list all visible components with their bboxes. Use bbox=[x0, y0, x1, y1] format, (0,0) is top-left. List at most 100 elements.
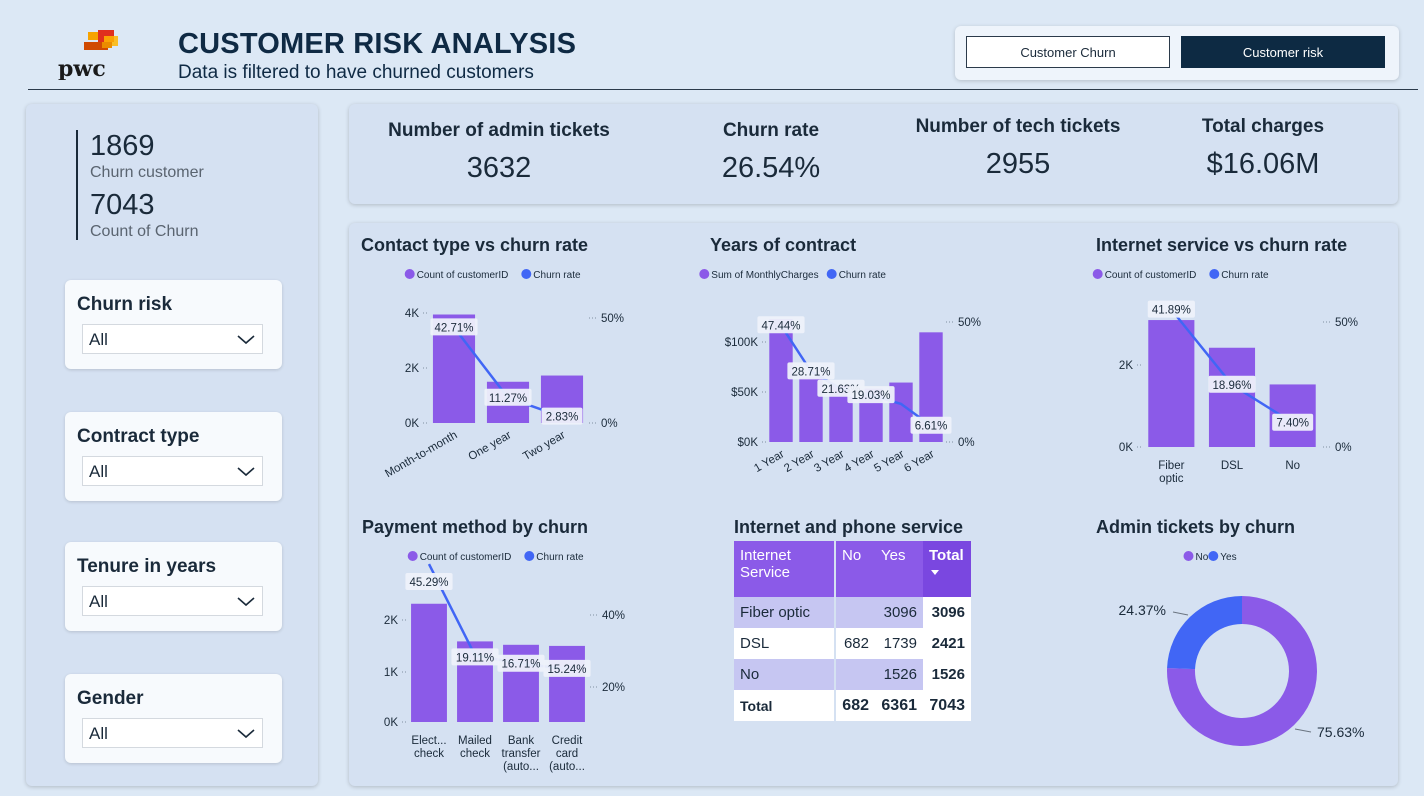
y-tick-label: 2K bbox=[405, 363, 419, 375]
table-cell bbox=[834, 659, 875, 690]
legend-marker bbox=[699, 269, 710, 279]
header-divider bbox=[28, 89, 1418, 90]
contract-type-dropdown[interactable]: All bbox=[82, 456, 263, 486]
x-tick-label: (auto... bbox=[549, 761, 585, 773]
y-tick-label: 2K bbox=[1119, 360, 1133, 372]
churn-risk-dropdown[interactable]: All bbox=[82, 324, 263, 354]
legend-label: Churn rate bbox=[533, 270, 581, 281]
slicer-title: Contract type bbox=[77, 426, 200, 447]
y2-tick-label: 50% bbox=[958, 317, 981, 329]
header: pwc CUSTOMER RISK ANALYSIS Data is filte… bbox=[0, 0, 1424, 90]
legend-marker bbox=[1092, 269, 1103, 279]
column-header[interactable]: Yes bbox=[875, 541, 923, 597]
table-row: No 1526 1526 bbox=[734, 659, 971, 690]
legend-label: Sum of MonthlyCharges bbox=[711, 270, 818, 281]
kpi-title: Number of tech tickets bbox=[915, 116, 1121, 137]
y2-tick-label: 50% bbox=[601, 313, 624, 325]
internet-phone-table: Internet Service No Yes Total Fiber opti… bbox=[734, 541, 972, 721]
gender-slicer: Gender All bbox=[65, 674, 282, 763]
data-label-bg bbox=[1147, 300, 1195, 318]
column-header-label: Total bbox=[929, 547, 964, 564]
data-label-bg bbox=[405, 573, 453, 591]
y2-tick-label: 0% bbox=[1335, 442, 1352, 454]
table-cell: 1526 bbox=[875, 659, 923, 690]
legend-marker bbox=[1208, 551, 1219, 561]
kpi-title: Churn rate bbox=[722, 120, 820, 141]
legend-label: Count of customerID bbox=[417, 270, 509, 281]
table-cell: 2421 bbox=[923, 628, 971, 659]
column-header[interactable]: No bbox=[834, 541, 875, 597]
slicer-value: All bbox=[89, 462, 108, 481]
table-cell: 7043 bbox=[923, 690, 971, 721]
chart-title: Internet and phone service bbox=[734, 517, 964, 537]
svg-text:pwc: pwc bbox=[58, 56, 106, 80]
y-tick-label: $100K bbox=[725, 337, 759, 349]
x-tick-label: Two year bbox=[521, 429, 568, 463]
x-tick-label: 3 Year bbox=[812, 448, 846, 475]
table-cell: DSL bbox=[734, 628, 835, 659]
leader-line bbox=[1172, 611, 1189, 616]
customer-risk-button[interactable]: Customer risk bbox=[1181, 36, 1385, 68]
table-cell: 682 bbox=[834, 628, 875, 659]
gender-dropdown[interactable]: All bbox=[82, 718, 263, 748]
chevron-down-icon bbox=[237, 335, 255, 345]
bar bbox=[769, 319, 793, 442]
data-label-bg bbox=[757, 316, 805, 334]
chevron-down-icon bbox=[237, 729, 255, 739]
x-tick-label: optic bbox=[1159, 473, 1184, 485]
chart-title: Years of contract bbox=[710, 235, 857, 255]
data-label: 28.71% bbox=[791, 366, 830, 378]
y-tick-label: $0K bbox=[738, 437, 759, 449]
x-tick-label: check bbox=[460, 748, 490, 760]
legend-marker bbox=[407, 551, 418, 561]
data-label: 41.89% bbox=[1152, 305, 1191, 317]
legend-marker bbox=[404, 269, 415, 279]
x-tick-label: check bbox=[414, 748, 444, 760]
data-label-bg bbox=[1272, 413, 1314, 431]
table-total-row: Total 682 6361 7043 bbox=[734, 690, 971, 721]
table-cell: 682 bbox=[834, 690, 875, 721]
legend-marker bbox=[1183, 551, 1194, 561]
page-title: CUSTOMER RISK ANALYSIS bbox=[178, 28, 577, 60]
kpi-title: Total charges bbox=[1201, 116, 1325, 137]
customer-churn-button[interactable]: Customer Churn bbox=[966, 36, 1170, 68]
charts-canvas: Count of customerID Churn rate 0K 2K 4K 0% 50%… bbox=[383, 269, 1364, 773]
bar bbox=[919, 332, 943, 442]
donut-slice bbox=[1167, 596, 1242, 670]
column-header-total[interactable]: Total bbox=[923, 541, 971, 597]
data-label: 6.61% bbox=[915, 421, 948, 433]
x-tick-label: DSL bbox=[1221, 460, 1244, 472]
y-tick-label: 4K bbox=[405, 308, 419, 320]
table-cell: 6361 bbox=[875, 690, 923, 721]
bar bbox=[889, 382, 913, 442]
bar bbox=[1148, 320, 1195, 447]
page-subtitle: Data is filtered to have churned custome… bbox=[178, 62, 534, 83]
kpi-value: 2955 bbox=[985, 148, 1051, 180]
slicer-value: All bbox=[89, 592, 108, 611]
x-tick-label: Bank bbox=[508, 735, 534, 747]
legend-marker bbox=[524, 551, 535, 561]
x-tick-label: Fiber bbox=[1158, 460, 1184, 472]
data-label-bg bbox=[497, 654, 545, 672]
legend-label: Count of customerID bbox=[420, 552, 512, 563]
x-tick-label: 1 Year bbox=[752, 448, 786, 475]
y2-tick-label: 0% bbox=[601, 418, 618, 430]
legend-label: Yes bbox=[1220, 552, 1236, 563]
chevron-down-icon bbox=[237, 467, 255, 477]
data-label: 11.27% bbox=[489, 393, 527, 405]
column-header[interactable]: Internet Service bbox=[734, 541, 835, 597]
chart-title: Payment method by churn bbox=[362, 517, 589, 537]
table-cell: No bbox=[734, 659, 835, 690]
legend-label: Churn rate bbox=[839, 270, 887, 281]
x-tick-label: 5 Year bbox=[872, 448, 906, 475]
leader-line bbox=[1294, 728, 1312, 733]
churn-customer-value: 1869 bbox=[90, 130, 155, 162]
slicer-value: All bbox=[89, 724, 108, 743]
churn-risk-slicer: Churn risk All bbox=[65, 280, 282, 369]
tenure-dropdown[interactable]: All bbox=[82, 586, 263, 616]
legend-marker bbox=[521, 269, 532, 279]
y2-tick-label: 40% bbox=[602, 610, 625, 622]
y2-tick-label: 0% bbox=[958, 437, 975, 449]
table-cell: Total bbox=[734, 690, 835, 721]
data-label-bg bbox=[787, 362, 835, 380]
